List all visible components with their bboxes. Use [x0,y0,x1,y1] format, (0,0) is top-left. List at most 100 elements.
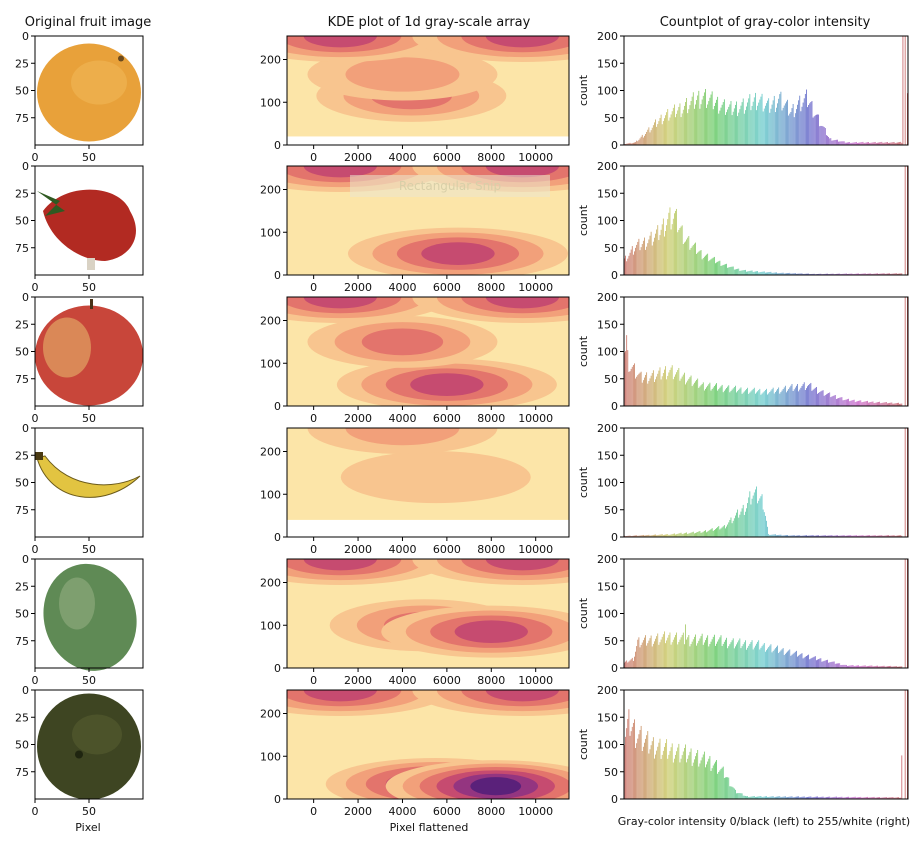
count-bar [737,268,739,275]
count-bar [865,666,867,668]
count-bar [859,273,861,275]
count-bar [798,655,800,668]
count-bar [676,534,677,537]
count-bar [837,273,838,275]
count-bar [627,258,629,275]
count-bar [898,273,899,275]
count-bar [796,385,797,406]
count-bar [802,384,804,406]
count-bar [751,390,753,406]
count-bar [681,755,683,799]
count-bar [849,665,851,668]
x-tick-label: 2000 [344,543,372,556]
count-bar [804,273,806,275]
count-bar [829,662,831,668]
count-bar [791,108,793,145]
x-tick-label: 50 [82,674,96,687]
count-bar [743,270,745,275]
count-bar [850,273,852,275]
count-bar [808,796,810,799]
count-bar [737,509,739,537]
count-bar [821,125,823,145]
count-bar [698,640,700,668]
count-bar [857,142,858,145]
count-bar [693,382,695,406]
count-bar [872,535,874,537]
count-bar [646,735,648,799]
kde-contour [303,297,377,309]
count-bar [865,535,867,537]
count-bar [875,665,877,668]
count-bar [646,131,648,145]
count-bar [879,273,881,275]
count-bar [839,663,841,668]
count-bar [831,396,833,406]
count-bar [692,244,694,275]
count-bar [839,397,841,406]
count-bar [723,777,725,799]
count-bar [878,797,879,799]
count-bar [808,535,810,537]
count-bar [675,117,676,145]
count-bar [779,94,781,145]
count-bar [733,108,735,145]
x-tick-label: 4000 [388,151,416,164]
count-bar [713,634,715,668]
count-bar [756,110,757,145]
count-bar [808,385,810,406]
count-bar [885,142,887,145]
count-bar [877,273,878,275]
count-bar [776,107,777,145]
count-bar [658,742,660,799]
count-bar [728,385,730,406]
x-tick-label: 10000 [518,674,553,687]
count-bar [888,535,889,537]
count-bar [894,403,896,406]
count-bar [665,366,666,406]
count-bar [650,130,652,145]
count-bar [713,763,715,799]
count-bar [733,788,735,799]
count-bar [727,777,729,799]
count-bar [626,660,628,668]
count-bar [635,535,636,537]
count-bar [861,535,863,537]
count-bar [692,762,694,799]
count-bar [823,797,825,799]
count-bar [727,267,729,275]
count-bar [680,226,682,275]
count-bar [652,643,654,668]
y-tick-label: 150 [597,449,618,462]
count-bar [845,797,847,799]
count-bar [882,142,884,145]
count-bar [730,101,732,145]
count-bar [787,534,788,537]
x-tick-label: 6000 [433,412,461,425]
count-bar [697,643,699,668]
count-bar [827,393,828,406]
count-bar [648,753,650,799]
kde-contour [303,36,377,48]
count-bar [853,796,855,799]
count-bar [669,117,671,145]
count-bar [789,649,791,668]
count-bar [840,397,842,406]
count-bar [853,666,855,668]
count-bar [852,142,854,145]
count-bar [890,665,892,668]
count-bar [777,389,778,406]
count-bar [743,515,745,537]
count-bar [784,535,786,537]
count-bar [812,657,814,668]
count-bar [811,101,813,145]
count-bar [781,535,783,537]
x-tick-label: 8000 [477,543,505,556]
count-bar [862,401,864,406]
count-bar [699,250,701,275]
count-bar [753,492,755,537]
count-bar [717,641,719,668]
count-bar [686,762,687,799]
count-bar [659,117,661,145]
count-bar [854,796,856,799]
count-bar [672,379,674,406]
